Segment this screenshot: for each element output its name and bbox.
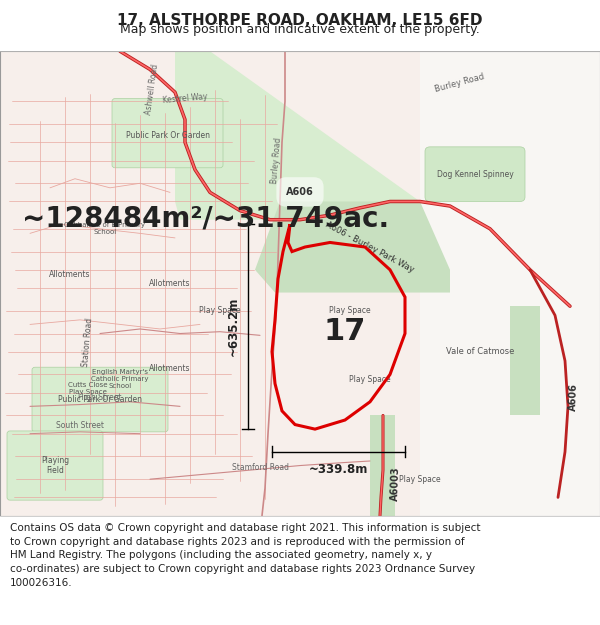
Text: Allotments: Allotments bbox=[49, 270, 91, 279]
Text: Oakham C of E Primary
School: Oakham C of E Primary School bbox=[65, 222, 146, 235]
FancyBboxPatch shape bbox=[7, 431, 103, 500]
FancyBboxPatch shape bbox=[112, 99, 223, 168]
Text: Play Space: Play Space bbox=[199, 306, 241, 315]
Bar bbox=[370, 416, 395, 516]
Text: A606 - Burley Park Way: A606 - Burley Park Way bbox=[324, 220, 416, 274]
Text: ~635.2m: ~635.2m bbox=[227, 297, 240, 356]
Polygon shape bbox=[175, 51, 420, 220]
Text: Stamford Road: Stamford Road bbox=[232, 463, 289, 472]
FancyBboxPatch shape bbox=[425, 147, 525, 201]
Text: 17, ALSTHORPE ROAD, OAKHAM, LE15 6FD: 17, ALSTHORPE ROAD, OAKHAM, LE15 6FD bbox=[117, 12, 483, 28]
Text: Public Park Or Garden: Public Park Or Garden bbox=[126, 131, 210, 141]
Text: Contains OS data © Crown copyright and database right 2021. This information is : Contains OS data © Crown copyright and d… bbox=[10, 523, 481, 588]
Text: 17: 17 bbox=[324, 318, 366, 346]
Text: Public Park Or Garden: Public Park Or Garden bbox=[58, 396, 142, 404]
Text: Cutts Close
Play Space: Cutts Close Play Space bbox=[68, 382, 108, 394]
Text: A6003: A6003 bbox=[390, 466, 401, 501]
Text: ~339.8m: ~339.8m bbox=[309, 463, 368, 476]
FancyBboxPatch shape bbox=[510, 306, 540, 416]
Text: Burley Road: Burley Road bbox=[270, 137, 283, 184]
Text: Play Space: Play Space bbox=[329, 306, 371, 315]
Text: Vale of Catmose: Vale of Catmose bbox=[446, 348, 514, 356]
Text: ~128484m²/~31.749ac.: ~128484m²/~31.749ac. bbox=[22, 204, 389, 232]
Text: Dog Kennel Spinney: Dog Kennel Spinney bbox=[437, 169, 514, 179]
Text: Allotments: Allotments bbox=[149, 279, 191, 288]
Text: Station Road: Station Road bbox=[82, 318, 95, 368]
Text: Map shows position and indicative extent of the property.: Map shows position and indicative extent… bbox=[120, 23, 480, 36]
Text: Playing
Field: Playing Field bbox=[41, 456, 69, 475]
Text: South Street: South Street bbox=[56, 421, 104, 430]
Polygon shape bbox=[255, 201, 450, 292]
Text: English Martyr's
Catholic Primary
School: English Martyr's Catholic Primary School bbox=[91, 369, 149, 389]
Bar bbox=[0, 51, 420, 516]
Text: A606: A606 bbox=[286, 187, 314, 197]
Text: Kestrel Way: Kestrel Way bbox=[162, 92, 208, 105]
Text: High Street: High Street bbox=[78, 392, 122, 402]
Text: Ashwell Road: Ashwell Road bbox=[144, 64, 160, 116]
FancyBboxPatch shape bbox=[32, 368, 168, 432]
Text: Play Space: Play Space bbox=[349, 374, 391, 384]
Text: Play Space: Play Space bbox=[399, 475, 441, 484]
Text: Allotments: Allotments bbox=[149, 364, 191, 372]
Bar bbox=[420, 51, 600, 516]
Text: A606: A606 bbox=[568, 383, 579, 411]
Text: Burley Road: Burley Road bbox=[434, 72, 486, 94]
